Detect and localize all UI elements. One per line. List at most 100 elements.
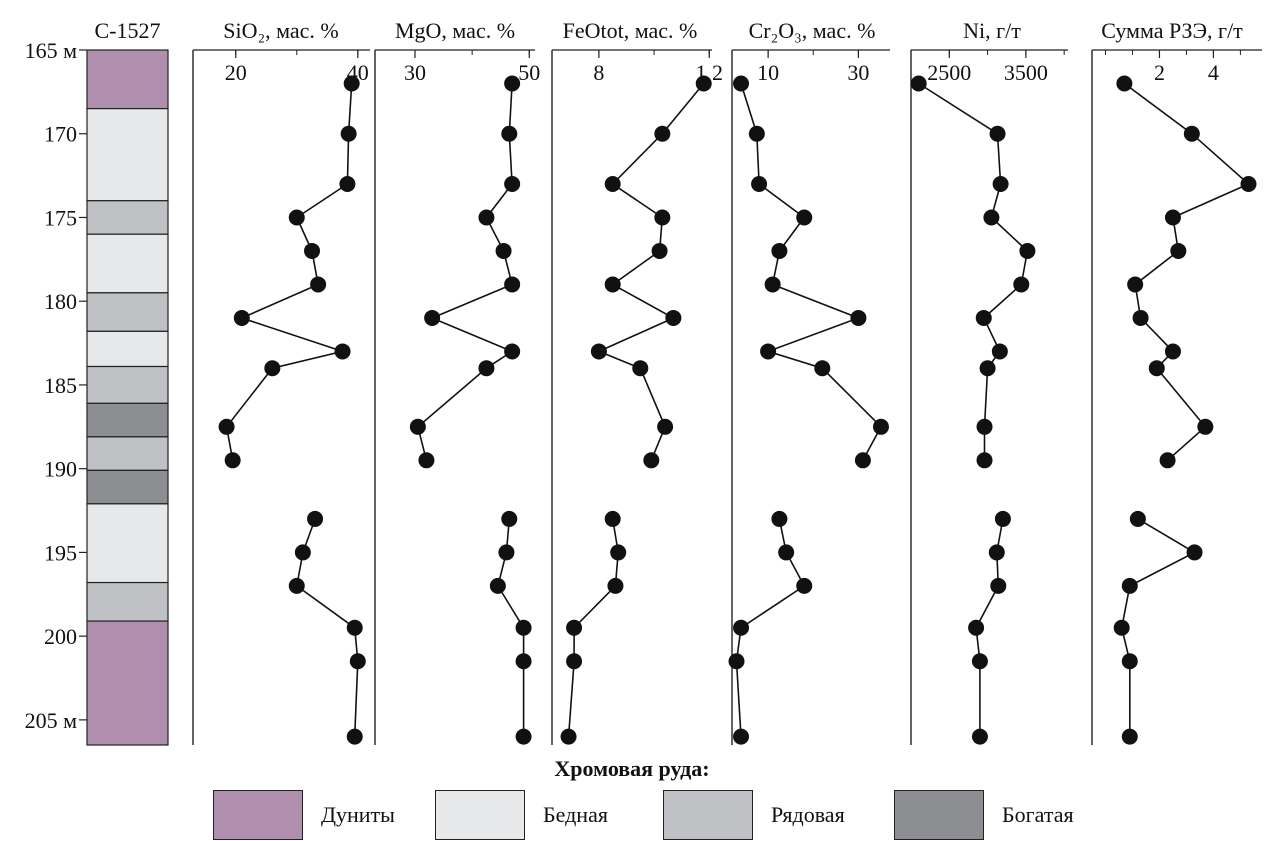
legend-item-poor: Бедная [435, 789, 608, 841]
data-point [1129, 510, 1146, 527]
data-point [409, 418, 426, 435]
data-point [971, 728, 988, 745]
data-point [495, 242, 512, 259]
data-point [1013, 276, 1030, 293]
data-point [590, 343, 607, 360]
legend-swatch-poor [435, 790, 525, 840]
data-point [1164, 209, 1181, 226]
data-point [334, 343, 351, 360]
data-point [979, 360, 996, 377]
data-point [218, 418, 235, 435]
data-point [504, 276, 521, 293]
data-point [478, 360, 495, 377]
data-point [991, 343, 1008, 360]
lithology-interval-poor [86, 108, 169, 202]
data-point [478, 209, 495, 226]
lithology-interval-ordinary [86, 365, 169, 404]
data-point [1121, 728, 1138, 745]
data-point [1170, 242, 1187, 259]
data-point [343, 75, 360, 92]
data-point [346, 728, 363, 745]
panel-title: Ni, г/т [963, 18, 1021, 43]
lithology-interval-poor [86, 503, 169, 584]
data-point [1121, 577, 1138, 594]
series-line [740, 83, 882, 461]
data-point [288, 577, 305, 594]
legend-swatch-rich [894, 790, 984, 840]
data-point [1183, 125, 1200, 142]
lithology-interval-ordinary [86, 292, 169, 332]
panel-title: FeOtot, мас. % [563, 18, 698, 43]
data-point [340, 125, 357, 142]
data-point [850, 309, 867, 326]
data-point [733, 619, 750, 636]
data-point [976, 418, 993, 435]
data-point [566, 653, 583, 670]
depth-tick-label: 190 [44, 457, 77, 482]
data-point [665, 309, 682, 326]
data-point [983, 209, 1000, 226]
data-point [498, 544, 515, 561]
data-point [760, 343, 777, 360]
depth-tick-label: 175 [44, 205, 77, 230]
data-point [310, 276, 327, 293]
data-point [654, 209, 671, 226]
series-line [918, 82, 1029, 461]
depth-tick-label: 195 [44, 540, 77, 565]
x-tick-label: 4 [1208, 60, 1219, 85]
data-point [992, 175, 1009, 192]
data-point [607, 577, 624, 594]
data-point [748, 125, 765, 142]
data-point [489, 577, 506, 594]
data-point [566, 619, 583, 636]
data-point [604, 175, 621, 192]
data-point [854, 452, 871, 469]
data-point [501, 510, 518, 527]
legend-label-dunite: Дуниты [321, 802, 395, 827]
data-point [515, 728, 532, 745]
data-point [515, 653, 532, 670]
data-point [654, 125, 671, 142]
data-point [604, 276, 621, 293]
data-point [643, 452, 660, 469]
legend-label-rich: Богатая [1002, 802, 1074, 827]
data-point [796, 577, 813, 594]
data-point [1186, 544, 1203, 561]
panel-title: Cr₂O₃, мас. % [749, 18, 876, 43]
data-point [771, 510, 788, 527]
data-point [814, 360, 831, 377]
data-point [778, 544, 795, 561]
data-point [1121, 653, 1138, 670]
legend: Хромовая руда: Дуниты Бедная Рядовая Бог… [0, 756, 1264, 841]
data-point [501, 125, 518, 142]
legend-swatch-ordinary [663, 790, 753, 840]
data-point [264, 360, 281, 377]
data-point [424, 309, 441, 326]
data-point [1113, 619, 1130, 636]
data-point [910, 75, 927, 92]
legend-item-ordinary: Рядовая [663, 789, 845, 841]
data-point [988, 544, 1005, 561]
legend-label-poor: Бедная [543, 802, 608, 827]
data-point [1019, 242, 1036, 259]
depth-tick-label: 205 м [25, 708, 78, 733]
lithology-interval-ordinary [86, 581, 169, 622]
data-point [224, 452, 241, 469]
data-point [968, 619, 985, 636]
data-point [349, 653, 366, 670]
data-point [288, 209, 305, 226]
data-point [651, 242, 668, 259]
series-line [1120, 518, 1197, 737]
data-point [733, 75, 750, 92]
data-point [733, 728, 750, 745]
x-tick-label: 2 [1154, 60, 1165, 85]
x-tick-label: 10 [757, 60, 779, 85]
series-line [1123, 82, 1250, 461]
data-point [728, 653, 745, 670]
x-tick-label: 30 [847, 60, 869, 85]
panel-title: SiO₂, мас. % [223, 18, 339, 43]
data-point [515, 619, 532, 636]
data-point [1127, 276, 1144, 293]
data-point [994, 510, 1011, 527]
data-point [504, 75, 521, 92]
